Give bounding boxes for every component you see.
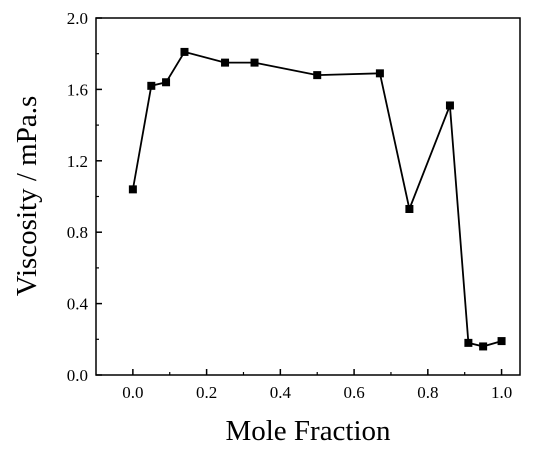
y-tick-label: 1.2 [67, 152, 88, 171]
x-tick-label: 0.0 [122, 383, 143, 402]
data-point [313, 71, 322, 80]
x-axis-ticks: 0.0 0.2 0.4 0.6 0.8 1.0 [122, 369, 512, 402]
y-tick-label: 0.8 [67, 223, 88, 242]
data-point [405, 204, 414, 213]
y-axis-title: Viscosity / mPa.s [11, 96, 43, 296]
x-tick-label: 0.6 [343, 383, 364, 402]
x-tick-label: 1.0 [491, 383, 512, 402]
data-point [221, 58, 230, 67]
data-point [375, 69, 384, 78]
data-point [162, 78, 171, 87]
y-tick-label: 0.4 [67, 295, 89, 314]
data-point [250, 58, 259, 67]
y-tick-label: 0.0 [67, 366, 88, 385]
data-point [497, 337, 506, 346]
data-point [180, 47, 189, 56]
x-tick-label: 0.8 [417, 383, 438, 402]
data-point [128, 185, 137, 194]
y-tick-label: 1.6 [67, 80, 88, 99]
x-tick-label: 0.4 [270, 383, 292, 402]
data-point [464, 338, 473, 347]
data-point [479, 342, 488, 351]
x-axis-title: Mole Fraction [225, 415, 391, 447]
series-line [132, 50, 502, 348]
data-point [445, 101, 454, 110]
series-layer [128, 47, 506, 351]
x-tick-label: 0.2 [196, 383, 217, 402]
y-tick-label: 2.0 [67, 9, 88, 28]
data-point [147, 81, 156, 90]
y-axis-ticks: 0.0 0.4 0.8 1.2 1.6 2.0 [67, 9, 102, 385]
